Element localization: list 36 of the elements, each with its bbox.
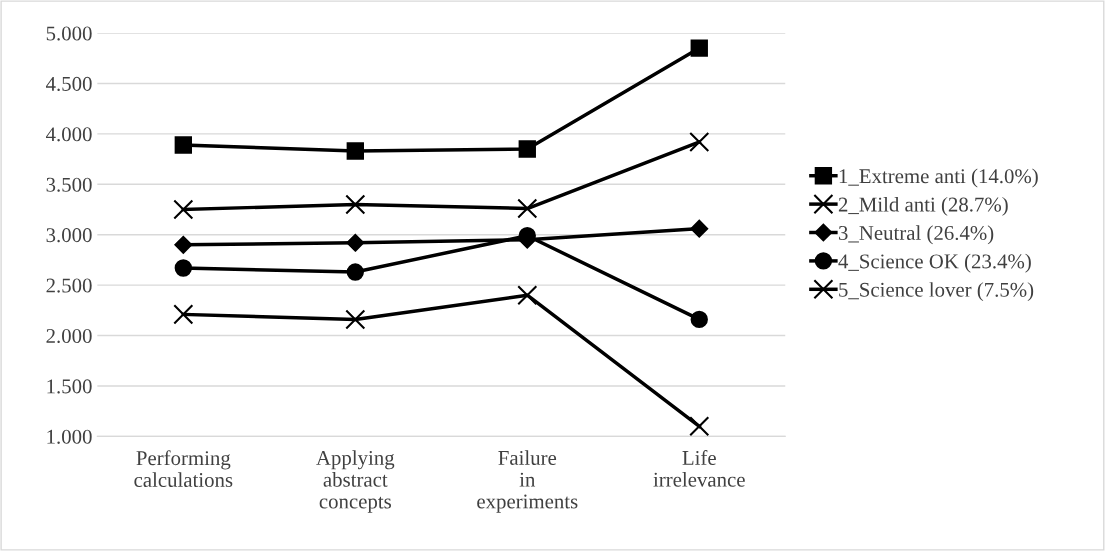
- point: [518, 140, 536, 158]
- y-tick-label: 2.500: [46, 278, 92, 293]
- y-tick-label: 1.500: [47, 379, 92, 394]
- point: [174, 259, 192, 277]
- x-tick-label: Life irrelevance: [653, 450, 745, 487]
- y-tick-label: 2.000: [46, 328, 92, 344]
- point: [689, 131, 710, 153]
- point: [173, 304, 194, 325]
- point: [346, 142, 364, 160]
- legend-label: 3_Neutral (26.4%): [838, 225, 994, 245]
- legend-label: 4_Science OK (23.4%): [838, 253, 1031, 273]
- point: [517, 285, 538, 306]
- y-tick-label: 4.500: [46, 76, 92, 91]
- point: [346, 263, 364, 281]
- point: [173, 199, 194, 220]
- point: [174, 235, 193, 254]
- x-tick-label: Applying abstract concepts: [316, 450, 395, 513]
- x-tick-label: Performing calculations: [134, 450, 233, 487]
- legend-label: 1_Extreme anti (14.0%): [839, 168, 1038, 188]
- point: [346, 233, 365, 252]
- y-tick-label: 3.500: [46, 177, 92, 192]
- point: [690, 310, 708, 329]
- point: [690, 219, 709, 238]
- y-tick-label: 3.000: [46, 228, 92, 243]
- y-tick-label: 5.000: [46, 26, 92, 41]
- point: [345, 194, 366, 215]
- point: [345, 309, 366, 330]
- y-tick-label: 4.000: [46, 127, 92, 142]
- y-tick-label: 1.000: [47, 429, 92, 444]
- point: [690, 39, 708, 57]
- point: [517, 198, 538, 219]
- point: [689, 416, 710, 437]
- point: [174, 136, 192, 154]
- legend-label: 5_Science lover (7.5%): [839, 282, 1034, 302]
- legend-label: 2_Mild anti (28.7%): [838, 196, 1008, 216]
- x-tick-label: Failure in experiments: [477, 450, 578, 513]
